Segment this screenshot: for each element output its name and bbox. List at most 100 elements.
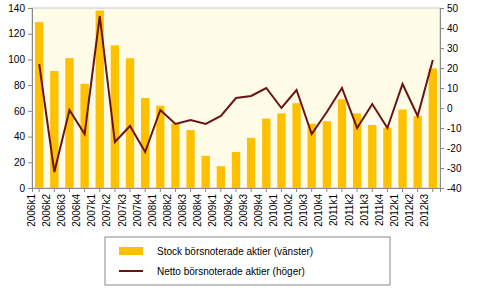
tick-label: 2008k3 <box>177 194 188 227</box>
bar <box>171 124 179 188</box>
tick: 2010k4 <box>313 188 327 227</box>
plot-area <box>32 8 440 188</box>
tick-label: 100 <box>8 54 25 65</box>
tick: 2010k3 <box>298 188 312 227</box>
tick-mark <box>440 128 444 129</box>
tick-mark <box>175 188 176 192</box>
tick-mark <box>326 188 327 192</box>
marks <box>35 11 437 188</box>
tick: 0 <box>19 183 32 194</box>
tick-label: 10 <box>447 83 459 94</box>
tick-label: 140 <box>8 3 25 14</box>
tick-mark <box>69 188 70 192</box>
tick-mark <box>28 162 32 163</box>
tick-label: 50 <box>447 3 459 14</box>
tick: 100 <box>8 54 32 65</box>
tick-label: 120 <box>8 28 25 39</box>
tick: 2011k4 <box>374 188 388 226</box>
tick-label: 2011k4 <box>374 194 385 227</box>
tick-label: 2009k2 <box>223 194 234 227</box>
tick: 140 <box>8 3 32 14</box>
tick-label: 2011k3 <box>359 194 370 227</box>
bar <box>398 110 406 188</box>
bar <box>429 68 437 188</box>
bar <box>383 128 391 188</box>
tick-label: 2007k4 <box>132 194 143 227</box>
tick-mark <box>220 188 221 192</box>
tick-mark <box>160 188 161 192</box>
tick-mark <box>130 188 131 192</box>
bar <box>292 103 300 188</box>
tick-label: 2009k3 <box>238 194 249 227</box>
tick: 30 <box>440 43 459 54</box>
bar <box>247 138 255 188</box>
tick-mark <box>145 188 146 192</box>
tick-mark <box>387 188 388 192</box>
tick-label: 2012k2 <box>404 194 415 227</box>
tick-mark <box>296 188 297 192</box>
tick-label: 2008k4 <box>192 194 203 227</box>
tick: 2007k1 <box>86 188 100 227</box>
tick: 60 <box>14 106 32 117</box>
tick-mark <box>28 111 32 112</box>
tick-mark <box>251 188 252 192</box>
axis-line <box>28 9 33 189</box>
tick-mark <box>432 188 433 192</box>
tick-label: 30 <box>447 43 459 54</box>
tick-label: 2006k4 <box>71 194 82 227</box>
tick-label: 2011k2 <box>344 194 355 227</box>
legend-box <box>105 237 390 285</box>
tick: -30 <box>440 163 462 174</box>
tick: 2009k1 <box>207 188 221 227</box>
legend-label: Stock börsnoterade aktier (vänster) <box>157 246 313 257</box>
tick-label: -20 <box>447 143 462 154</box>
tick: 2008k1 <box>147 188 161 227</box>
bar <box>80 84 88 188</box>
tick-mark <box>28 59 32 60</box>
tick-mark <box>440 8 444 9</box>
tick: 2011k2 <box>344 188 358 226</box>
tick-label: 60 <box>14 106 26 117</box>
tick: 2006k4 <box>71 188 85 227</box>
tick-label: 2007k2 <box>101 194 112 227</box>
bar <box>262 119 270 188</box>
tick-label: 2006k1 <box>26 194 37 227</box>
bar <box>126 58 134 188</box>
tick: 2010k2 <box>283 188 297 227</box>
bar <box>368 125 376 188</box>
bar <box>323 121 331 188</box>
tick: 80 <box>14 80 32 91</box>
tick-label: 2009k4 <box>253 194 264 227</box>
tick-mark <box>28 8 32 9</box>
tick-label: 2010k2 <box>283 194 294 227</box>
tick-mark <box>28 188 32 189</box>
tick: 40 <box>14 131 32 142</box>
tick: 2009k3 <box>238 188 252 227</box>
tick: 20 <box>440 63 459 74</box>
tick: -20 <box>440 143 462 154</box>
tick: 2011k1 <box>328 188 342 226</box>
tick-mark <box>28 34 32 35</box>
bar <box>338 99 346 188</box>
tick: 2006k3 <box>56 188 70 227</box>
tick-mark <box>114 188 115 192</box>
tick: 2008k2 <box>162 188 176 227</box>
tick-label: 80 <box>14 80 26 91</box>
tick-label: 2009k1 <box>207 194 218 227</box>
tick-label: 40 <box>14 131 26 142</box>
tick-label: 2012k1 <box>389 194 400 227</box>
tick: 0 <box>440 103 453 114</box>
bar <box>35 22 43 188</box>
tick: 10 <box>440 83 459 94</box>
y-axis: 020406080100120140 <box>8 3 32 194</box>
tick-mark <box>266 188 267 192</box>
tick-mark <box>440 28 444 29</box>
tick: 2008k3 <box>177 188 191 227</box>
tick-mark <box>28 137 32 138</box>
tick: 2009k2 <box>223 188 237 227</box>
tick-label: 40 <box>447 23 459 34</box>
axis-line <box>33 189 441 193</box>
bar <box>217 166 225 188</box>
tick-label: -10 <box>447 123 462 134</box>
chart: 020406080100120140-40-30-20-100102030405… <box>0 0 482 290</box>
